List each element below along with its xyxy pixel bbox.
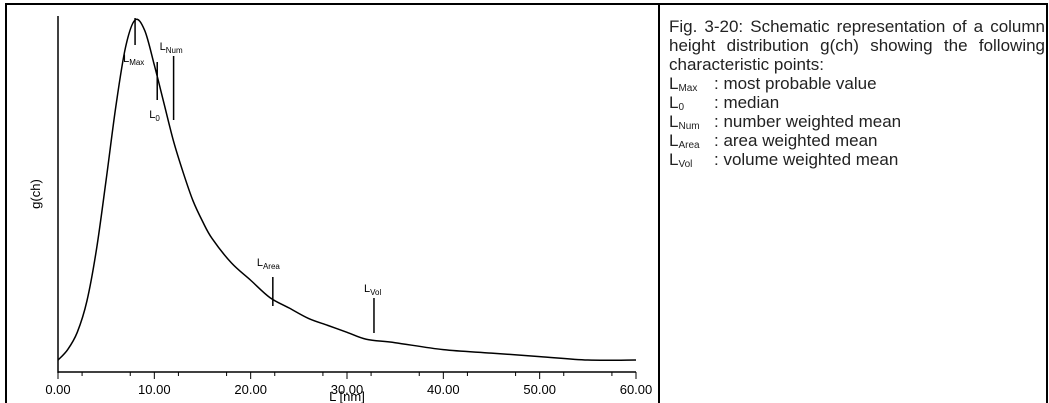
caption-legend: LMax : most probable value L0 : median L… <box>669 74 1045 170</box>
y-axis-label: g(ch) <box>28 179 43 209</box>
figure-frame <box>5 3 1048 403</box>
legend-description: : area weighted mean <box>714 131 878 150</box>
legend-row: LArea : area weighted mean <box>669 131 1045 151</box>
legend-description: : median <box>714 93 780 112</box>
legend-row: LMax : most probable value <box>669 74 1045 94</box>
legend-description: : volume weighted mean <box>714 150 899 169</box>
legend-symbol: LArea <box>669 131 700 151</box>
marker-label: LVol <box>364 283 381 297</box>
legend-symbol: LVol <box>669 150 693 170</box>
legend-row: L0 : median <box>669 93 1045 113</box>
marker-label: LNum <box>160 41 183 55</box>
caption-text: Fig. 3-20: Schematic representation of a… <box>669 17 1045 74</box>
legend-description: : most probable value <box>714 74 877 93</box>
legend-row: LVol : volume weighted mean <box>669 150 1045 170</box>
x-tick-label: 0.00 <box>45 382 70 397</box>
x-tick-label: 40.00 <box>427 382 460 397</box>
x-tick-label: 20.00 <box>234 382 267 397</box>
legend-description: : number weighted mean <box>714 112 902 131</box>
legend-symbol: L0 <box>669 93 685 113</box>
x-tick-label: 50.00 <box>523 382 556 397</box>
x-tick-label: 60.00 <box>620 382 653 397</box>
chart: 0.00 10.00 20.00 30.00 40.00 50.00 60.00 L [nm]… <box>28 16 653 403</box>
legend-row: LNum : number weighted mean <box>669 112 1045 132</box>
distribution-curve <box>57 18 637 362</box>
legend-symbol: LMax <box>669 74 698 94</box>
marker-label: LMax <box>123 53 144 67</box>
figure-divider <box>658 3 660 403</box>
marker-label: LArea <box>257 257 281 271</box>
marker-label: L0 <box>149 109 160 123</box>
x-tick-label: 30.00 <box>331 382 364 397</box>
x-tick-label: 10.00 <box>138 382 171 397</box>
x-axis-label: L [nm] <box>329 389 365 403</box>
legend-symbol: LNum <box>669 112 700 132</box>
figure-caption: Fig. 3-20: Schematic representation of a… <box>669 17 1045 170</box>
